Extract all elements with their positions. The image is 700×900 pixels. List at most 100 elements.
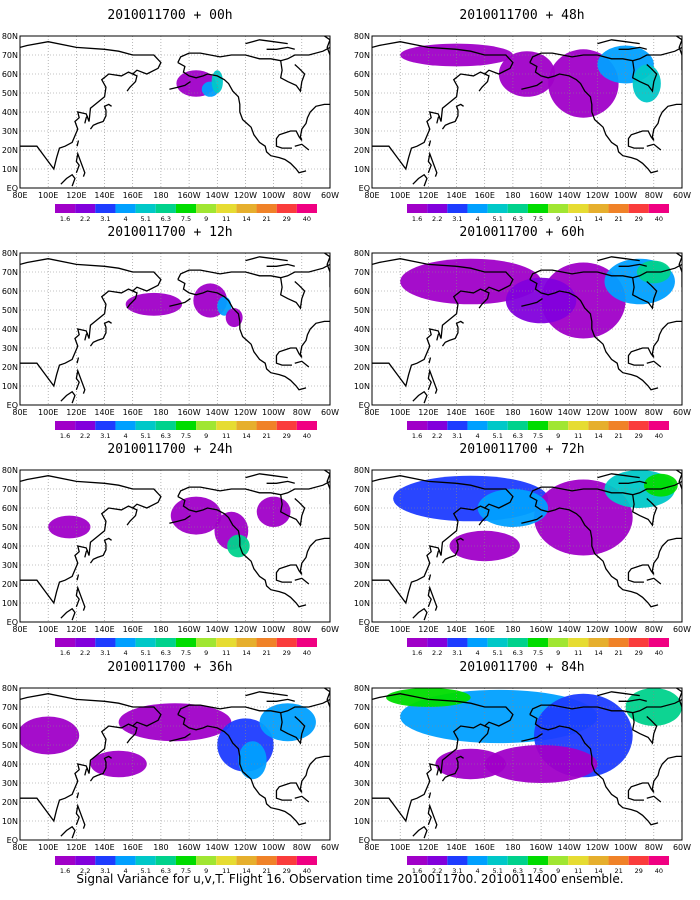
colorbar-swatch — [447, 421, 468, 430]
lon-label: 120E — [418, 843, 438, 852]
lon-label: 180 — [505, 625, 520, 634]
lat-label: 10N — [2, 599, 18, 608]
lat-label: 70N — [2, 51, 18, 60]
lat-label: 30N — [2, 779, 18, 788]
lon-label: 160W — [177, 408, 200, 417]
colorbar-swatch — [216, 204, 237, 213]
lat-label: 40N — [2, 108, 18, 117]
lon-label: 120W — [234, 191, 257, 200]
colorbar-swatch — [608, 421, 629, 430]
colorbar-label: 1.6 — [60, 215, 70, 223]
colorbar-label: 21 — [262, 432, 270, 440]
colorbar-label: 11 — [574, 432, 582, 440]
colorbar-label: 40 — [303, 215, 311, 223]
lat-label: 40N — [2, 325, 18, 334]
lat-label: 10N — [354, 165, 370, 174]
colorbar-label: 7.5 — [533, 649, 543, 657]
map-plot: 80E 100E 120E 140E 160E 180 160W 140W 120W 100W 80… — [354, 684, 691, 875]
colorbar-label: 9 — [556, 649, 560, 657]
colorbar-swatch — [548, 638, 569, 647]
map-panel: 2010011700 + 36h 80E 100E 120E 140E 160E 180 16… — [0, 660, 340, 875]
colorbar-swatch — [487, 856, 508, 865]
colorbar-label: 3.1 — [100, 867, 110, 875]
lon-label: 80W — [293, 408, 311, 417]
panel-title: 2010011700 + 12h — [107, 225, 233, 240]
lon-label: 140W — [206, 191, 229, 200]
colorbar-label: 40 — [655, 649, 663, 657]
colorbar-swatch — [427, 856, 448, 865]
lat-label: 70N — [2, 485, 18, 494]
lon-label: 80E — [12, 191, 27, 200]
lat-label: 10N — [354, 382, 370, 391]
colorbar-swatch — [507, 856, 528, 865]
lon-label: 180 — [505, 408, 520, 417]
lat-label: 80N — [354, 249, 370, 258]
panel-title: 2010011700 + 84h — [459, 660, 585, 675]
lat-label: 70N — [2, 268, 18, 277]
lon-label: 160E — [123, 843, 143, 852]
colorbar-label: 1.6 — [60, 649, 70, 657]
lon-label: 60W — [673, 843, 691, 852]
colorbar-label: 3.1 — [452, 649, 462, 657]
lon-label: 80W — [293, 843, 311, 852]
lat-label: EQ — [7, 836, 18, 845]
lat-label: 40N — [2, 760, 18, 769]
lon-label: 140E — [446, 191, 466, 200]
lat-label: 50N — [2, 741, 18, 750]
lon-label: 80E — [364, 625, 379, 634]
lat-label: 80N — [2, 684, 18, 693]
lat-label: 40N — [354, 760, 370, 769]
lat-label: 70N — [354, 51, 370, 60]
colorbar-swatch — [648, 421, 669, 430]
colorbar-label: 14 — [594, 432, 602, 440]
colorbar-swatch — [55, 204, 76, 213]
lon-label: 120W — [234, 408, 257, 417]
lon-label: 160W — [529, 843, 552, 852]
colorbar-label: 4 — [123, 432, 127, 440]
colorbar-swatch — [467, 204, 488, 213]
lat-label: 20N — [2, 580, 18, 589]
colorbar-label: 21 — [262, 867, 270, 875]
colorbar-swatch — [527, 638, 549, 647]
lon-label: 180 — [153, 191, 168, 200]
lat-label: 50N — [354, 89, 370, 98]
colorbar-swatch — [407, 421, 428, 430]
colorbar-label: 11 — [574, 649, 582, 657]
lat-label: 70N — [354, 485, 370, 494]
lat-label: 30N — [2, 344, 18, 353]
lat-label: EQ — [359, 618, 370, 627]
colorbar-label: 14 — [594, 867, 602, 875]
colorbar-swatch — [216, 638, 237, 647]
colorbar-swatch — [95, 204, 116, 213]
colorbar-swatch — [527, 421, 549, 430]
colorbar-swatch — [155, 638, 176, 647]
lon-label: 100W — [262, 843, 285, 852]
colorbar-label: 5.1 — [493, 649, 503, 657]
colorbar-swatch — [487, 638, 508, 647]
colorbar-label: 9 — [204, 432, 208, 440]
coastlines — [372, 688, 682, 839]
lat-label: 40N — [354, 325, 370, 334]
colorbar-swatch — [628, 204, 649, 213]
colorbar-label: 5.1 — [141, 867, 151, 875]
colorbar-swatch — [568, 856, 589, 865]
map-frame — [371, 469, 683, 623]
lon-label: 160E — [123, 625, 143, 634]
lon-label: 160E — [475, 843, 495, 852]
grid-lines — [372, 36, 682, 188]
colorbar-swatch — [135, 856, 156, 865]
colorbar-swatch — [155, 421, 176, 430]
colorbar-label: 4 — [123, 649, 127, 657]
lon-label: 160E — [123, 408, 143, 417]
lon-label: 60W — [673, 408, 691, 417]
colorbar-swatch — [256, 638, 277, 647]
colorbar-label: 14 — [594, 215, 602, 223]
lon-label: 100W — [614, 625, 637, 634]
lon-label: 60W — [673, 191, 691, 200]
map-frame — [371, 252, 683, 406]
colorbar-swatch — [55, 856, 76, 865]
colorbar-swatch — [55, 638, 76, 647]
colorbar-label: 7.5 — [533, 215, 543, 223]
lat-label: 50N — [354, 741, 370, 750]
colorbar-label: 7.5 — [181, 867, 191, 875]
